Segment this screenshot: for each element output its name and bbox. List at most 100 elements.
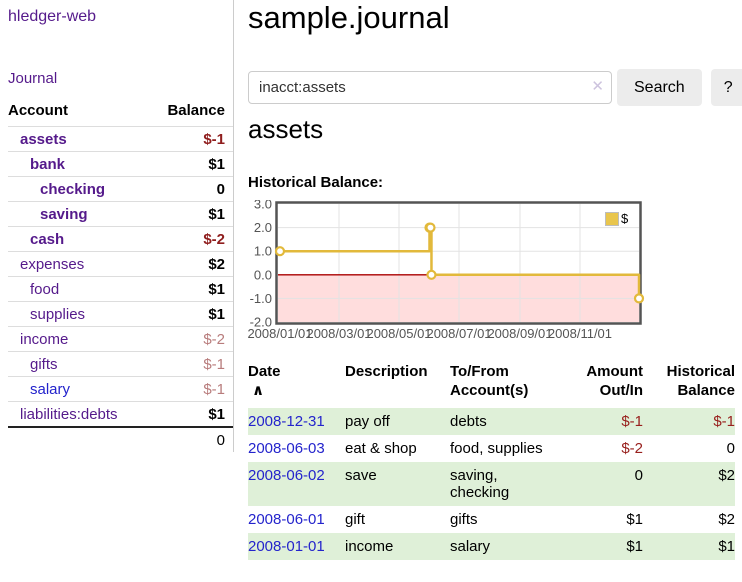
account-link[interactable]: expenses [20,255,85,273]
account-row-saving[interactable]: saving $1 [8,201,233,226]
account-balance: $1 [208,155,225,173]
svg-text:0.0: 0.0 [254,267,272,282]
legend-swatch [605,211,619,226]
accounts-total: 0 [216,431,225,449]
column-header-amount[interactable]: Amount Out/In [586,363,643,399]
account-row-expenses[interactable]: expenses $2 [8,251,233,276]
search-box: ✕ [248,71,612,104]
account-balance: $-1 [203,380,225,398]
transaction-row[interactable]: 2008-06-02 save saving, checking 0 $2 [248,462,735,506]
sidebar-item-journal[interactable]: Journal [8,70,58,87]
account-link[interactable]: assets [20,130,67,148]
column-header-description[interactable]: Description [345,363,428,380]
transaction-date-link[interactable]: 2008-06-01 [248,511,325,528]
svg-text:3.0: 3.0 [254,200,272,212]
clear-search-icon[interactable]: ✕ [591,78,604,95]
transaction-date-link[interactable]: 2008-06-03 [248,440,325,457]
transaction-balance: $-1 [713,413,735,430]
date-header-label: Date [248,363,281,380]
brand-link[interactable]: hledger-web [8,8,97,25]
transaction-description: save [345,467,377,484]
transaction-date-link[interactable]: 2008-12-31 [248,413,325,430]
transaction-amount: 0 [634,467,643,484]
account-balance: $-1 [203,130,225,148]
account-balance: $1 [208,280,225,298]
column-header-balance[interactable]: Historical Balance [666,363,735,399]
account-row-supplies[interactable]: supplies $1 [8,301,233,326]
transaction-accounts: gifts [450,511,478,528]
svg-text:-1.0: -1.0 [250,291,272,306]
svg-text:2008/11/01: 2008/11/01 [548,326,612,341]
svg-text:2.0: 2.0 [254,220,272,235]
transaction-balance: $1 [718,538,735,555]
transaction-description: eat & shop [345,440,417,457]
transaction-accounts: salary [450,538,491,555]
accounts-table-header: Account Balance [8,87,233,126]
transaction-amount: $-2 [621,440,643,457]
account-row-salary[interactable]: salary $-1 [8,376,233,401]
account-heading: assets [248,114,324,144]
account-link[interactable]: salary [30,380,71,398]
account-row-income[interactable]: income $-2 [8,326,233,351]
account-column-header: Account [8,102,68,119]
transaction-accounts: saving, checking [450,467,510,501]
account-row-cash[interactable]: cash $-2 [8,226,233,251]
search-input[interactable] [248,71,612,104]
transaction-balance: $2 [718,467,735,484]
transaction-accounts: food, supplies [450,440,543,457]
transaction-amount: $-1 [621,413,643,430]
transaction-date-link[interactable]: 2008-06-02 [248,467,325,484]
search-form: ✕ Search ? [248,69,742,106]
account-link[interactable]: bank [30,155,66,173]
register-header-row: Date ∧ Description To/From Account(s) Amo… [248,358,735,408]
transaction-row[interactable]: 2008-06-01 gift gifts $1 $2 [248,506,735,533]
account-link[interactable]: liabilities:debts [20,405,118,423]
account-row-bank[interactable]: bank $1 [8,151,233,176]
transaction-balance: $2 [718,511,735,528]
search-button[interactable]: Search [617,69,702,106]
svg-text:-2.0: -2.0 [250,315,272,330]
account-row-assets[interactable]: assets $-1 [8,126,233,151]
legend-label: $ [621,211,629,226]
svg-text:2008/03/01: 2008/03/01 [306,326,371,341]
column-header-date[interactable]: Date ∧ [248,358,345,408]
transaction-row[interactable]: 2008-06-03 eat & shop food, supplies $-2… [248,435,735,462]
chart-title: Historical Balance: [248,174,384,191]
page-title: sample.journal [248,0,450,35]
transaction-balance: 0 [726,440,735,457]
transaction-row[interactable]: 2008-01-01 income salary $1 $1 [248,533,735,560]
account-link[interactable]: cash [30,230,65,248]
account-row-liabilities-debts[interactable]: liabilities:debts $1 [8,401,233,426]
sort-asc-icon: ∧ [252,382,265,399]
account-row-checking[interactable]: checking 0 [8,176,233,201]
account-link[interactable]: gifts [30,355,58,373]
transaction-accounts: debts [450,413,487,430]
register-table: Date ∧ Description To/From Account(s) Amo… [248,358,735,560]
account-balance: $1 [208,205,225,223]
transaction-amount: $1 [626,511,643,528]
account-balance: $-1 [203,355,225,373]
transaction-row[interactable]: 2008-12-31 pay off debts $-1 $-1 [248,408,735,435]
account-balance: $1 [208,405,225,423]
account-link[interactable]: checking [40,180,106,198]
column-header-accounts[interactable]: To/From Account(s) [450,363,529,399]
svg-text:1.0: 1.0 [254,244,272,259]
account-link[interactable]: income [20,330,69,348]
account-link[interactable]: food [30,280,60,298]
account-link[interactable]: supplies [30,305,86,323]
account-balance: $-2 [203,230,225,248]
account-link[interactable]: saving [40,205,88,223]
transaction-description: income [345,538,394,555]
account-balance: 0 [216,180,225,198]
historical-balance-chart: 3.0 2.0 1.0 0.0 -1.0 -2.02008/01/012008/03/01… [247,200,645,341]
chart-legend: $ [603,210,631,227]
accounts-total-row: 0 [8,426,233,452]
transaction-date-link[interactable]: 2008-01-01 [248,538,325,555]
account-balance: $-2 [203,330,225,348]
balance-column-header: Balance [167,102,225,119]
transaction-amount: $1 [626,538,643,555]
account-row-food[interactable]: food $1 [8,276,233,301]
help-button[interactable]: ? [710,69,742,106]
account-row-gifts[interactable]: gifts $-1 [8,351,233,376]
account-balance: $2 [208,255,225,273]
